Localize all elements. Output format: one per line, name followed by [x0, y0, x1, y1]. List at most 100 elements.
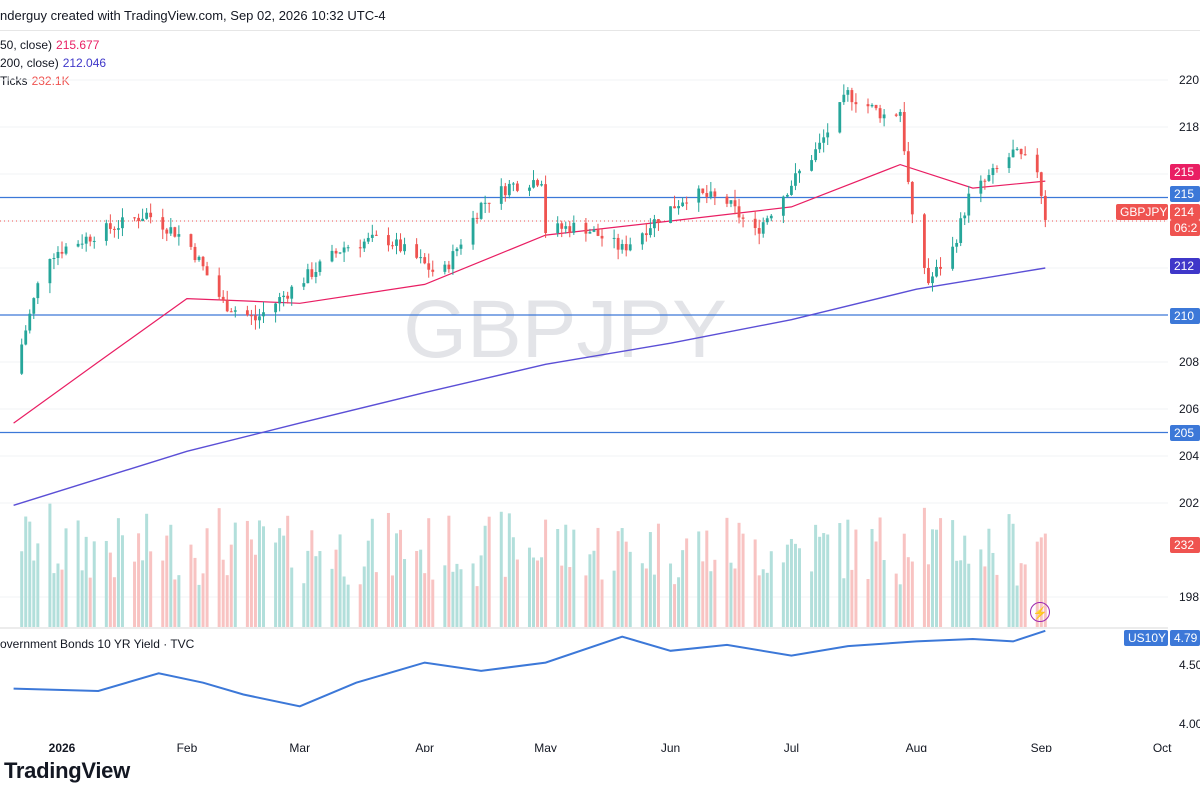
volume-bar: [479, 555, 483, 627]
volume-bar: [399, 529, 403, 627]
volume-bar: [797, 548, 801, 627]
volume-bar: [624, 541, 628, 627]
candle-body: [939, 266, 942, 269]
volume-bar: [459, 569, 463, 627]
ma200-line: [13, 267, 1046, 506]
volume-bar: [628, 551, 632, 627]
candle-body: [137, 217, 140, 222]
candle-body: [399, 239, 402, 252]
volume-bar: [669, 563, 673, 627]
candle-body: [403, 244, 406, 252]
candles: [20, 84, 1047, 375]
volume-bar: [205, 528, 209, 627]
candle-body: [1019, 148, 1023, 155]
volume-bar: [217, 508, 221, 627]
ticks-legend[interactable]: Ticks 232.1K: [0, 74, 70, 88]
candle-body: [92, 240, 96, 242]
volume-bar: [725, 517, 729, 627]
candle-body: [923, 214, 926, 268]
price-badge-label: 205: [1174, 426, 1194, 440]
candle-body: [709, 191, 713, 197]
volume-bar: [826, 534, 830, 627]
time-tick-label: Sep: [1031, 741, 1053, 755]
volume-bar: [386, 512, 390, 627]
ticks-legend-label: Ticks: [0, 74, 28, 88]
horizontal-lines[interactable]: [0, 196, 1168, 434]
time-tick-label: 2026: [49, 741, 76, 755]
author-line: nderguy created with TradingView.com, Se…: [0, 8, 386, 23]
candle-body: [141, 218, 144, 222]
volume-bar: [874, 541, 878, 627]
price-tick-label: 206: [1179, 402, 1199, 416]
ma200-legend-value: 212.046: [62, 56, 107, 70]
volume-bar: [262, 526, 265, 627]
candle-body: [431, 269, 435, 272]
candle-body: [866, 104, 870, 107]
candle-body: [447, 264, 451, 270]
volume-bar: [588, 554, 592, 627]
volume-bar: [274, 542, 278, 627]
volume-bar: [362, 566, 366, 627]
candle-body: [761, 222, 765, 234]
volume-bar: [939, 518, 943, 627]
volume-bar: [52, 573, 56, 627]
volume-bar: [741, 533, 745, 627]
volume-bar: [511, 537, 515, 627]
volume-bar: [761, 569, 765, 627]
volume-bar: [906, 557, 910, 627]
volume-bar: [161, 560, 165, 627]
time-tick-label: Feb: [177, 741, 198, 755]
candle-body: [794, 173, 797, 186]
volume-bar: [165, 535, 169, 627]
candle-body: [669, 206, 672, 224]
volume-bar: [314, 556, 318, 627]
candle-body: [511, 183, 515, 185]
volume-bar: [390, 575, 394, 627]
price-badge: [1170, 186, 1200, 202]
volume-bar: [334, 549, 338, 627]
volume-bar: [951, 520, 955, 627]
candle-body: [250, 315, 253, 317]
candle-body: [443, 264, 447, 272]
candle-body: [455, 248, 459, 252]
volume-bar: [427, 518, 431, 627]
candle-body: [644, 233, 648, 236]
volume-bar: [245, 520, 249, 627]
volume-bar: [701, 561, 705, 627]
volume-bar: [149, 551, 153, 627]
candle-body: [979, 180, 983, 194]
candle-body: [781, 196, 785, 216]
candle-body: [1011, 149, 1015, 158]
candle-body: [193, 246, 197, 261]
price-badge: [1170, 537, 1200, 553]
volume-bar: [560, 565, 564, 627]
volume-bar: [173, 579, 177, 627]
time-tick-label: May: [534, 741, 557, 755]
candle-body: [588, 231, 592, 234]
volume-bar: [878, 517, 882, 627]
ma50-legend-value: 215.677: [56, 38, 100, 52]
ma50-legend[interactable]: 50, close) 215.677: [0, 38, 99, 52]
candle-body: [790, 185, 793, 195]
candle-body: [112, 228, 116, 230]
volume-bar: [850, 569, 854, 627]
price-badge-label: 4.79: [1174, 631, 1198, 645]
candle-body: [673, 206, 676, 209]
volume-bar: [374, 572, 378, 627]
candle-body: [741, 217, 745, 219]
candle-body: [20, 344, 24, 374]
ma200-legend[interactable]: 200, close) 212.046: [0, 56, 106, 70]
volume-bar: [600, 579, 604, 627]
volume-bar: [451, 571, 455, 627]
candle-body: [423, 257, 427, 264]
symbol-watermark: GBPJPY: [403, 284, 727, 375]
candle-body: [262, 312, 265, 317]
volume-bar: [1043, 533, 1047, 627]
volume-bar: [648, 532, 652, 627]
volume-bar: [733, 568, 737, 627]
candle-body: [173, 227, 177, 237]
candle-body: [391, 245, 394, 247]
candle-body: [258, 316, 261, 321]
price-chart[interactable]: GBPJPY overnment Bonds 10 YR Yield · TVC…: [0, 30, 1200, 770]
lightning-icon[interactable]: ⚡: [1030, 602, 1050, 622]
